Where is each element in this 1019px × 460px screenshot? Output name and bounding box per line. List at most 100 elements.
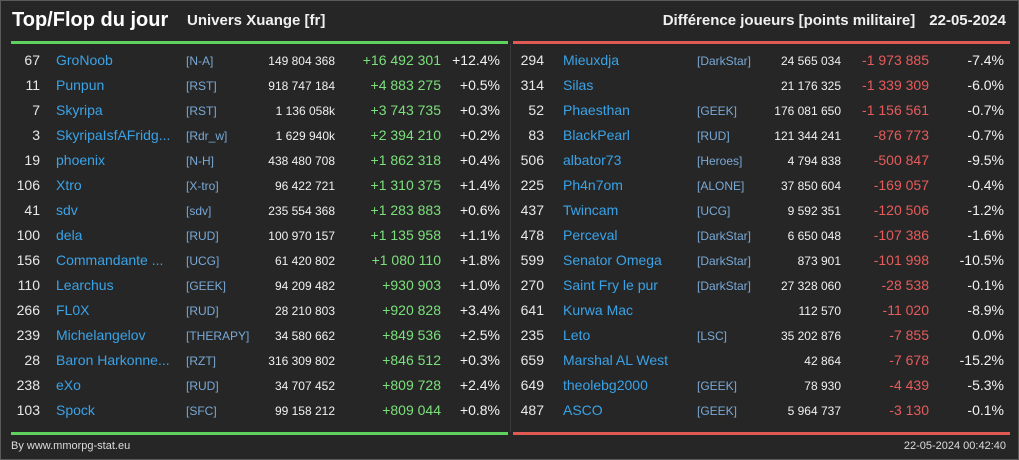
- player-name-link[interactable]: Ph4n7om: [563, 177, 623, 193]
- alliance-tag: [RUD]: [697, 129, 730, 143]
- alliance-tag: [RST]: [186, 104, 217, 118]
- percent-change: -8.9%: [967, 302, 1004, 318]
- flop-row: 235 Leto [LSC] 35 202 876 -7 855 0.0%: [513, 323, 1010, 348]
- flop-row: 437 Twincam [UCG] 9 592 351 -120 506 -1.2%: [513, 198, 1010, 223]
- player-name-link[interactable]: Baron Harkonne...: [56, 352, 170, 368]
- flop-row: 599 Senator Omega [DarkStar] 873 901 -101 99…: [513, 248, 1010, 273]
- alliance-tag: [LSC]: [697, 329, 728, 343]
- player-name-link[interactable]: GroNoob: [56, 52, 113, 68]
- player-name-link[interactable]: Punpun: [56, 77, 105, 93]
- player-name-link[interactable]: phoenix: [56, 152, 106, 168]
- points-difference: -120 506: [873, 202, 929, 218]
- player-name-link[interactable]: Michelangelov: [56, 327, 146, 343]
- player-name-link[interactable]: eXo: [56, 377, 81, 393]
- points-difference: -1 973 885: [862, 52, 929, 68]
- player-name-link[interactable]: Marshal AL West: [563, 352, 669, 368]
- player-name-link[interactable]: Commandante ...: [56, 252, 164, 268]
- player-rank: 103: [16, 402, 40, 418]
- player-name-link[interactable]: Perceval: [563, 227, 618, 243]
- top-gainers-list: 67 GroNoob [N-A] 149 804 368 +16 492 301 +12.…: [11, 48, 508, 423]
- points-difference: +920 828: [382, 302, 441, 318]
- points-difference: -11 020: [882, 302, 929, 318]
- percent-change: -5.3%: [967, 377, 1004, 393]
- player-name-link[interactable]: Senator Omega: [563, 252, 662, 268]
- points-difference: -876 773: [873, 127, 929, 143]
- alliance-tag: [RZT]: [186, 354, 216, 368]
- military-points: 112 570: [798, 304, 842, 318]
- player-rank: 156: [16, 252, 40, 268]
- points-difference: +4 883 275: [370, 77, 441, 93]
- player-rank: 659: [520, 352, 544, 368]
- metric-label: Différence joueurs [points militaire]: [662, 12, 916, 29]
- player-name-link[interactable]: dela: [56, 227, 83, 243]
- player-name-link[interactable]: Xtro: [56, 177, 82, 193]
- points-difference: +809 728: [382, 377, 441, 393]
- player-name-link[interactable]: FL0X: [56, 302, 90, 318]
- alliance-tag: [DarkStar]: [697, 54, 752, 68]
- percent-change: +1.4%: [459, 177, 500, 193]
- top-row: 238 eXo [RUD] 34 707 452 +809 728 +2.4%: [11, 373, 508, 398]
- alliance-tag: [UCG]: [697, 204, 731, 218]
- player-name-link[interactable]: Learchus: [56, 277, 114, 293]
- player-rank: 67: [24, 52, 40, 68]
- player-name-link[interactable]: Twincam: [563, 202, 619, 218]
- top-row: 11 Punpun [RST] 918 747 184 +4 883 275 +0.5%: [11, 73, 508, 98]
- military-points: 873 901: [797, 254, 841, 268]
- points-difference: -169 057: [873, 177, 929, 193]
- flop-row: 83 BlackPearl [RUD] 121 344 241 -876 773 -0.7…: [513, 123, 1010, 148]
- top-row: 110 Learchus [GEEK] 94 209 482 +930 903 +1.0%: [11, 273, 508, 298]
- points-difference: +16 492 301: [362, 52, 441, 68]
- player-name-link[interactable]: Phaesthan: [563, 102, 630, 118]
- player-rank: 28: [24, 352, 40, 368]
- points-difference: +846 512: [382, 352, 441, 368]
- alliance-tag: [ALONE]: [697, 179, 745, 193]
- flop-row: 478 Perceval [DarkStar] 6 650 048 -107 386 -1…: [513, 223, 1010, 248]
- military-points: 34 707 452: [274, 379, 335, 393]
- player-name-link[interactable]: Kurwa Mac: [563, 302, 634, 318]
- player-rank: 110: [17, 277, 40, 293]
- player-name-link[interactable]: Spock: [56, 402, 95, 418]
- player-rank: 7: [32, 102, 40, 118]
- top-row: 41 sdv [sdv] 235 554 368 +1 283 883 +0.6%: [11, 198, 508, 223]
- top-row: 106 Xtro [X-tro] 96 422 721 +1 310 375 +1.4%: [11, 173, 508, 198]
- points-difference: -500 847: [873, 152, 929, 168]
- player-name-link[interactable]: BlackPearl: [563, 127, 630, 143]
- player-name-link[interactable]: Silas: [563, 77, 594, 93]
- percent-change: 0.0%: [972, 327, 1004, 343]
- player-name-link[interactable]: sdv: [56, 202, 78, 218]
- player-name-link[interactable]: theolebg2000: [563, 377, 648, 393]
- military-points: 96 422 721: [274, 179, 335, 193]
- flop-row: 294 Mieuxdja [DarkStar] 24 565 034 -1 973 88…: [513, 48, 1010, 73]
- military-points: 37 850 604: [780, 179, 841, 193]
- percent-change: +3.4%: [459, 302, 500, 318]
- alliance-tag: [GEEK]: [697, 104, 738, 118]
- title-bar: Top/Flop du jour Univers Xuange [fr] Dif…: [1, 1, 1018, 41]
- top-row: 103 Spock [SFC] 99 158 212 +809 044 +0.8%: [11, 398, 508, 423]
- top-row: 28 Baron Harkonne... [RZT] 316 309 802 +846 …: [11, 348, 508, 373]
- player-name-link[interactable]: ASCO: [563, 402, 603, 418]
- date-label: 22-05-2024: [929, 12, 1006, 29]
- percent-change: -15.2%: [959, 352, 1004, 368]
- flop-row: 314 Silas 21 176 325 -1 339 309 -6.0%: [513, 73, 1010, 98]
- player-rank: 641: [520, 302, 544, 318]
- military-points: 121 344 241: [774, 129, 841, 143]
- player-rank: 478: [520, 227, 544, 243]
- alliance-tag: [RUD]: [186, 229, 219, 243]
- player-name-link[interactable]: Saint Fry le pur: [563, 277, 658, 293]
- player-name-link[interactable]: Skyripa: [56, 102, 103, 118]
- percent-change: -7.4%: [967, 52, 1004, 68]
- player-name-link[interactable]: albator73: [563, 152, 622, 168]
- alliance-tag: [DarkStar]: [697, 229, 752, 243]
- military-points: 35 202 876: [780, 329, 841, 343]
- percent-change: +0.5%: [459, 77, 500, 93]
- flop-accent-line: [513, 41, 1010, 44]
- percent-change: -0.7%: [967, 127, 1004, 143]
- military-points: 78 930: [804, 379, 841, 393]
- player-name-link[interactable]: Mieuxdja: [563, 52, 620, 68]
- percent-change: +0.2%: [459, 127, 500, 143]
- military-points: 5 964 737: [787, 404, 841, 418]
- percent-change: -9.5%: [967, 152, 1004, 168]
- percent-change: +2.4%: [459, 377, 500, 393]
- player-name-link[interactable]: Leto: [563, 327, 591, 343]
- player-name-link[interactable]: SkyripaIsfAFridg...: [56, 127, 171, 143]
